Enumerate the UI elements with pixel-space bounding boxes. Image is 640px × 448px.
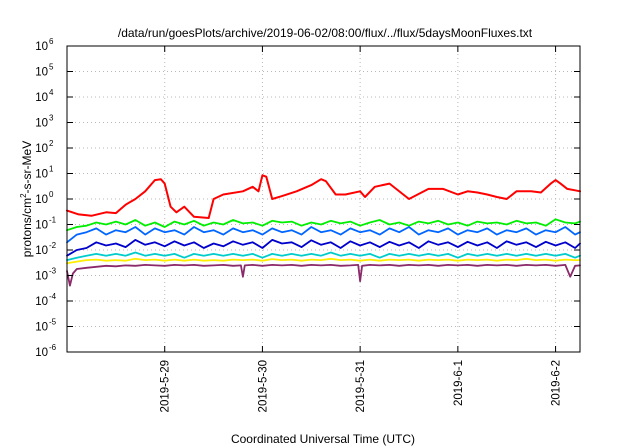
- series-line-5: [66, 251, 581, 262]
- series-line-1: [66, 174, 581, 219]
- axis-ticks: [67, 45, 580, 353]
- y-tick-label: 10: [35, 271, 48, 283]
- y-tick-exponent: -1: [49, 216, 57, 225]
- y-tick-label: 10: [35, 245, 48, 257]
- y-tick-label: 10: [35, 194, 48, 206]
- plot-frame: [66, 45, 581, 353]
- y-tick-exponent: -3: [49, 267, 57, 276]
- x-tick-label: 2019-5-31: [355, 360, 367, 412]
- x-tick-label: 2019-5-30: [257, 360, 269, 412]
- y-tick-base: 10: [35, 322, 48, 334]
- y-tick-base: 10: [35, 143, 48, 155]
- series-line-7: [66, 263, 581, 287]
- y-tick-base: 10: [35, 118, 48, 130]
- y-tick-base: 10: [35, 41, 48, 53]
- y-axis-label-suffix: -s-sr-MeV: [20, 141, 34, 194]
- series-line-3: [66, 226, 581, 244]
- y-tick-exponent: 0: [49, 190, 54, 199]
- series-line-4: [66, 238, 581, 257]
- y-tick-base: 10: [35, 271, 48, 283]
- y-tick-label: 10: [35, 169, 48, 181]
- grid: [67, 46, 580, 352]
- y-tick-label: 10: [35, 143, 48, 155]
- series-line-2: [66, 218, 581, 232]
- y-tick-exponent: 6: [49, 37, 54, 46]
- y-tick-exponent: -2: [49, 241, 57, 250]
- y-tick-base: 10: [35, 347, 48, 359]
- y-tick-label: 10: [35, 67, 48, 79]
- y-tick-label: 10: [35, 322, 48, 334]
- y-tick-exponent: -6: [49, 343, 57, 352]
- y-tick-base: 10: [35, 220, 48, 232]
- y-axis-label-prefix: protons/cm: [20, 198, 34, 257]
- x-tick-label: 2019-6-1: [453, 360, 465, 406]
- y-axis-label: protons/cm2-s-sr-MeV: [19, 141, 34, 257]
- x-axis-label: Coordinated Universal Time (UTC): [231, 432, 415, 446]
- x-tick-label: 2019-5-29: [160, 360, 172, 412]
- y-tick-base: 10: [35, 296, 48, 308]
- y-tick-exponent: -4: [49, 292, 57, 301]
- x-tick-labels: 2019-5-29 2019-5-30 2019-5-31 2019-6-1 2019-…: [160, 360, 563, 412]
- y-tick-exponent: 1: [49, 165, 54, 174]
- y-tick-base: 10: [35, 245, 48, 257]
- y-tick-exponent: -5: [49, 318, 57, 327]
- chart-title: /data/run/goesPlots/archive/2019-06-02/0…: [118, 26, 533, 40]
- y-tick-base: 10: [35, 67, 48, 79]
- y-tick-base: 10: [35, 194, 48, 206]
- y-tick-exponent: 4: [49, 88, 54, 97]
- y-tick-exponent: 2: [49, 139, 54, 148]
- y-tick-label: 10: [35, 41, 48, 53]
- y-axis-label-superscript: 2: [19, 193, 28, 198]
- y-tick-labels: 10 -610 -510 -410 -310 -210 -110 010 110 210 310 41…: [35, 37, 56, 359]
- y-tick-label: 10: [35, 296, 48, 308]
- y-tick-base: 10: [35, 92, 48, 104]
- series-group: [66, 174, 581, 287]
- y-tick-exponent: 3: [49, 114, 54, 123]
- y-tick-label: 10: [35, 220, 48, 232]
- y-tick-base: 10: [35, 169, 48, 181]
- y-tick-label: 10: [35, 92, 48, 104]
- x-tick-label: 2019-6-2: [551, 360, 563, 406]
- y-tick-label: 10: [35, 118, 48, 130]
- y-tick-exponent: 5: [49, 63, 54, 72]
- series-line-6: [66, 257, 581, 265]
- y-tick-label: 10: [35, 347, 48, 359]
